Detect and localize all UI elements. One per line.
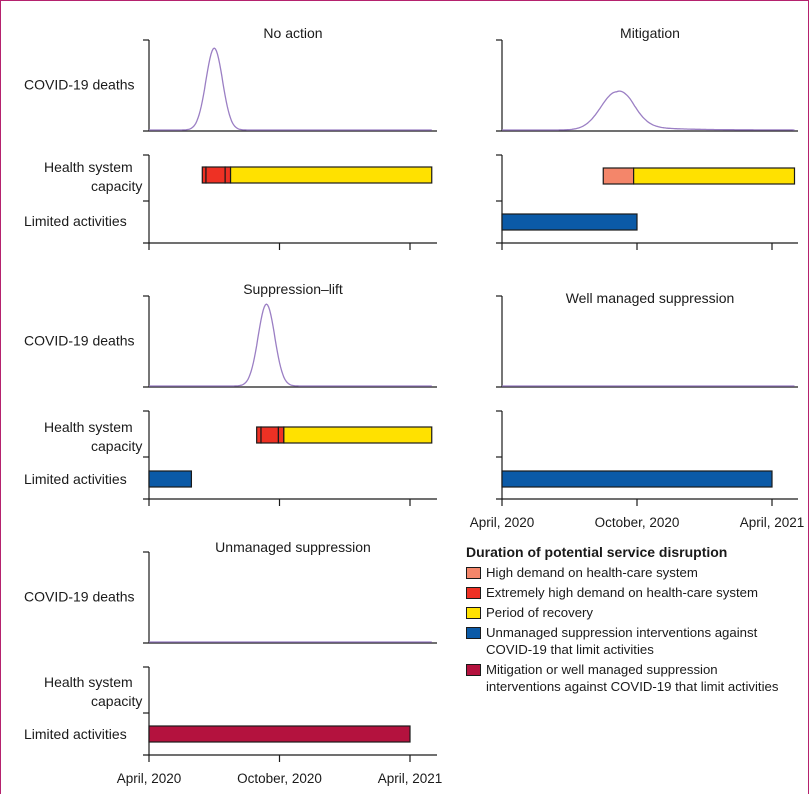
legend: Duration of potential service disruption… <box>466 544 806 695</box>
scenario-panel <box>496 39 798 250</box>
legend-label: High demand on health-care system <box>486 565 698 580</box>
legend-swatch-unmanaged-suppression <box>466 627 481 639</box>
legend-swatch-extremely-high-demand <box>466 587 481 599</box>
capacity-bar-segment <box>633 167 796 185</box>
legend-label: Unmanaged suppression interventions agai… <box>486 625 758 657</box>
panel-title: No action <box>263 25 322 41</box>
capacity-bar-segment <box>277 426 285 444</box>
row-label-limited: Limited activities <box>24 213 127 229</box>
capacity-bar-segment <box>256 426 262 444</box>
scenario-panel <box>143 39 437 250</box>
activity-bar-segment <box>148 470 193 488</box>
capacity-bar-segment <box>205 166 226 184</box>
row-label-capacity: capacity <box>91 178 142 194</box>
row-label-capacity: capacity <box>91 438 142 454</box>
row-label-capacity: capacity <box>91 693 142 709</box>
capacity-bar-segment <box>229 166 433 184</box>
capacity-bar-segment <box>602 167 635 185</box>
legend-item-recovery: Period of recovery <box>466 604 806 621</box>
row-label-limited: Limited activities <box>24 726 127 742</box>
x-tick-label: April, 2021 <box>378 771 443 786</box>
deaths-curve <box>149 47 432 131</box>
panel-title: Mitigation <box>620 25 680 41</box>
legend-title: Duration of potential service disruption <box>466 544 728 560</box>
legend-item-high-demand: High demand on health-care system <box>466 564 806 581</box>
capacity-bar-segment <box>283 426 433 444</box>
legend-label: Period of recovery <box>486 605 594 620</box>
capacity-bar-segment <box>224 166 232 184</box>
panel-title: Unmanaged suppression <box>215 539 371 555</box>
capacity-bar-segment <box>260 426 280 444</box>
deaths-curve <box>502 90 795 131</box>
x-tick-label: April, 2020 <box>117 771 182 786</box>
activity-bar-segment <box>501 470 773 488</box>
row-label-deaths: COVID-19 deaths <box>24 333 135 349</box>
x-tick-label: April, 2021 <box>740 515 805 530</box>
scenario-panel <box>143 551 437 762</box>
row-label-capacity: Health system <box>44 419 133 435</box>
legend-item-unmanaged-suppression: Unmanaged suppression interventions agai… <box>466 624 806 658</box>
scenario-panel <box>143 295 437 506</box>
row-label-deaths: COVID-19 deaths <box>24 77 135 93</box>
panel-title: Well managed suppression <box>566 290 735 306</box>
legend-swatch-recovery <box>466 607 481 619</box>
row-label-deaths: COVID-19 deaths <box>24 589 135 605</box>
row-label-limited: Limited activities <box>24 471 127 487</box>
panel-title: Suppression–lift <box>243 281 343 297</box>
x-tick-label: October, 2020 <box>595 515 680 530</box>
row-label-capacity: Health system <box>44 159 133 175</box>
legend-label: Extremely high demand on health-care sys… <box>486 585 758 600</box>
scenario-panel <box>496 295 798 506</box>
legend-label: Mitigation or well managed suppression i… <box>486 662 779 694</box>
legend-item-mitigation-suppression: Mitigation or well managed suppression i… <box>466 661 806 695</box>
legend-swatch-high-demand <box>466 567 481 579</box>
x-tick-label: April, 2020 <box>470 515 535 530</box>
row-label-capacity: Health system <box>44 674 133 690</box>
legend-item-extremely-high-demand: Extremely high demand on health-care sys… <box>466 584 806 601</box>
activity-bar-segment <box>501 213 638 231</box>
legend-swatch-mitigation-suppression <box>466 664 481 676</box>
deaths-curve <box>149 303 432 387</box>
activity-bar-segment <box>148 725 411 743</box>
x-tick-label: October, 2020 <box>237 771 322 786</box>
